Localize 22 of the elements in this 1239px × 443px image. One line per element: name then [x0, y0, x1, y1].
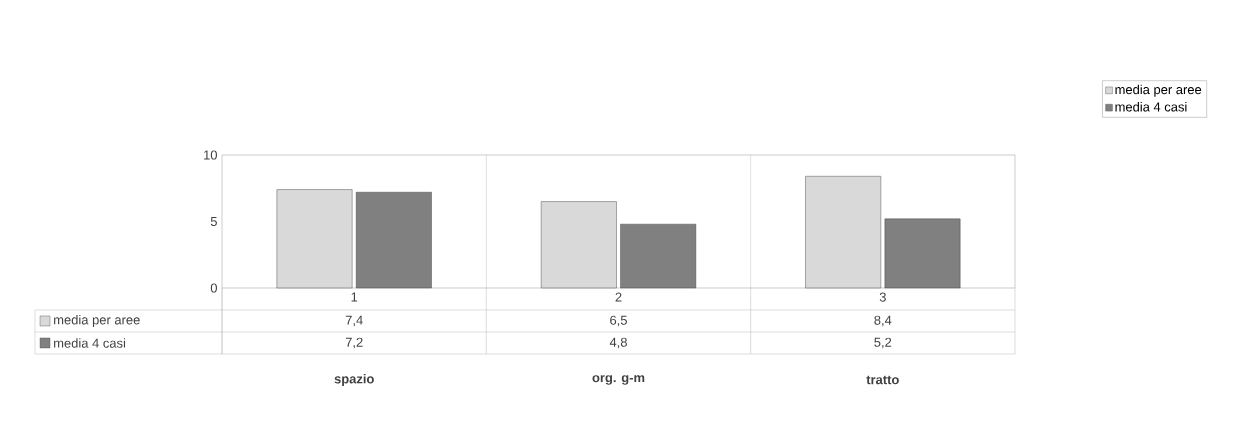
x-tick-label: 1 [351, 292, 358, 302]
x-tick-label: 3 [879, 292, 886, 302]
data-label: 4,8 [609, 337, 627, 349]
bar [540, 201, 617, 289]
bar [805, 176, 882, 289]
text: org. g-m [592, 375, 645, 385]
y-tick-label: 0 [210, 283, 217, 293]
text: media per aree [1115, 84, 1202, 97]
data-label: 8,4 [874, 315, 892, 327]
data-label: 7,2 [345, 337, 363, 349]
text: tratto [866, 375, 899, 385]
text: spazio [334, 373, 374, 387]
legend-label: media 4 casi [1115, 102, 1187, 112]
x-tick-label: 2 [615, 292, 622, 302]
y-tick-label: 5 [210, 216, 217, 226]
y-tick-label: 10 [204, 150, 217, 160]
data-label: 7,4 [345, 315, 363, 327]
data-label: 5,2 [874, 337, 892, 349]
legend-label: media per aree [54, 314, 140, 328]
bar [276, 189, 353, 289]
text: media 4 casi [54, 338, 126, 348]
data-label: 6,5 [610, 315, 627, 327]
